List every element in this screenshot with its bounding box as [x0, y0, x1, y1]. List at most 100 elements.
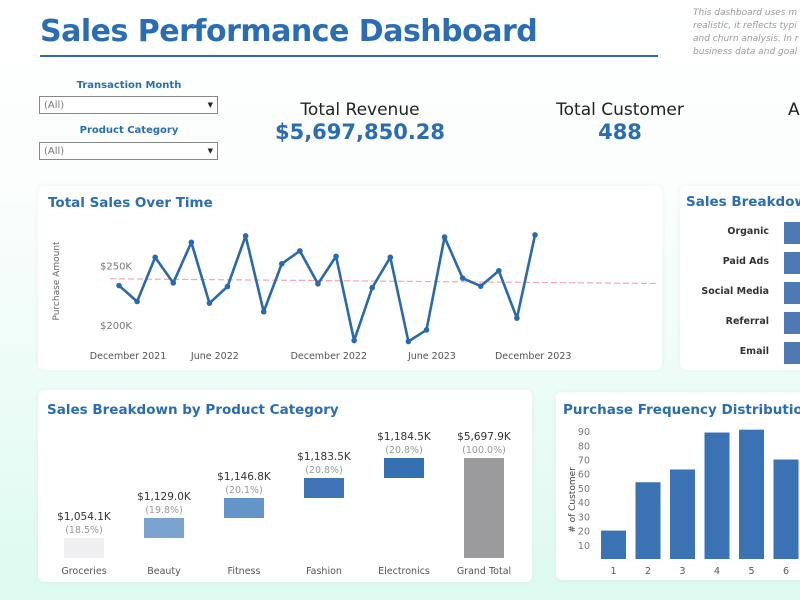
- y-tick-label: 10: [578, 541, 590, 552]
- select-value: (All): [44, 99, 65, 111]
- channel-label: Social Media: [701, 286, 769, 297]
- card-title: Sales Breakdown by Product Category: [47, 402, 339, 418]
- data-point: [496, 267, 502, 274]
- transaction-month-select[interactable]: (All) ▼: [39, 96, 218, 114]
- waterfall-bar: [304, 478, 344, 498]
- pct-label: (20.8%): [305, 465, 343, 476]
- kpi-label: Total Revenue: [300, 100, 420, 120]
- x-tick-label: 6: [783, 566, 789, 577]
- pct-label: (18.5%): [65, 525, 103, 536]
- trend-line: [109, 278, 659, 285]
- data-point: [315, 281, 321, 287]
- sales-series-line: [118, 234, 537, 343]
- x-tick-label: 2: [645, 566, 651, 577]
- channel-bar: [784, 252, 800, 274]
- pct-label: (100.0%): [462, 445, 506, 456]
- pct-label: (19.8%): [145, 505, 183, 516]
- data-point: [188, 239, 195, 246]
- y-axis-label: Purchase Amount: [52, 241, 62, 321]
- kpi-total-revenue: Total Revenue $5,697,850.28: [255, 100, 465, 144]
- data-point: [116, 282, 122, 289]
- frequency-bar: [704, 432, 730, 559]
- category-label: Grand Total: [457, 566, 511, 577]
- value-label: $5,697.9K: [457, 431, 512, 443]
- data-point: [278, 260, 285, 267]
- purchase-frequency-card: Purchase Frequency Distribution # of Cus…: [556, 392, 800, 580]
- channel-row: Email: [680, 342, 800, 364]
- channel-label: Referral: [725, 316, 769, 327]
- description-note: This dashboard uses m realistic, it refl…: [693, 7, 799, 59]
- category-label: Groceries: [61, 566, 106, 577]
- dropdown-arrow-icon: ▼: [207, 147, 213, 155]
- value-label: $1,146.8K: [217, 471, 272, 483]
- x-tick-label: 5: [748, 566, 754, 577]
- channel-row: Organic: [680, 222, 800, 244]
- pct-label: (20.8%): [385, 445, 423, 456]
- select-value: (All): [44, 145, 65, 157]
- transaction-month-label: Transaction Month: [76, 80, 182, 91]
- waterfall-bar: [64, 538, 104, 558]
- value-label: $1,184.5K: [377, 431, 432, 443]
- channel-bar: [784, 222, 800, 244]
- note-line: business data and goal: [693, 47, 798, 57]
- channel-label: Organic: [727, 226, 769, 237]
- card-title: Purchase Frequency Distribution: [563, 402, 800, 418]
- data-point: [206, 300, 213, 306]
- y-tick-label: 80: [578, 441, 590, 452]
- y-axis-label: # of Customer: [568, 467, 578, 533]
- y-tick-label: 70: [578, 456, 590, 467]
- dropdown-arrow-icon: ▼: [207, 101, 213, 109]
- y-tick-label: 60: [578, 470, 590, 481]
- y-tick-label: 90: [578, 427, 590, 438]
- x-tick-label: December 2022: [291, 351, 367, 362]
- y-tick-label: 50: [578, 484, 590, 495]
- data-point: [351, 337, 357, 344]
- category-label: Fitness: [228, 566, 261, 577]
- kpi-label: A: [788, 100, 800, 120]
- data-point: [333, 253, 339, 260]
- x-tick-label: June 2023: [407, 351, 456, 362]
- data-point: [532, 232, 538, 238]
- channel-bar: [784, 282, 800, 304]
- x-tick-label: December 2023: [495, 351, 571, 362]
- data-point: [441, 234, 448, 240]
- category-label: Electronics: [378, 566, 430, 577]
- note-line: realistic, it reflects typi: [693, 21, 797, 31]
- channel-row: Social Media: [680, 282, 800, 304]
- y-tick-label: 20: [578, 527, 590, 538]
- product-category-select[interactable]: (All) ▼: [39, 142, 218, 160]
- value-label: $1,054.1K: [57, 511, 112, 523]
- data-point: [423, 327, 430, 333]
- card-title: Total Sales Over Time: [48, 195, 213, 211]
- kpi-partial: A: [788, 100, 800, 120]
- waterfall-bar: [384, 458, 424, 478]
- y-tick-label: 30: [578, 512, 590, 523]
- value-label: $1,129.0K: [137, 491, 192, 503]
- x-tick-label: December 2021: [90, 351, 166, 362]
- pct-label: (20.1%): [225, 485, 263, 496]
- sales-over-time-card: Total Sales Over Time Purchase Amount $20…: [38, 186, 662, 370]
- data-point: [260, 308, 267, 315]
- data-point: [514, 315, 520, 321]
- frequency-bar: [739, 429, 764, 559]
- data-point: [405, 338, 412, 345]
- data-point: [242, 233, 249, 239]
- product-category-card: Sales Breakdown by Product Category $1,0…: [38, 390, 532, 582]
- page-title: Sales Performance Dashboard: [40, 14, 538, 49]
- data-point: [369, 284, 376, 291]
- channel-label: Email: [739, 346, 769, 357]
- data-point: [152, 254, 158, 261]
- frequency-bar: [635, 482, 661, 559]
- data-point: [477, 283, 484, 289]
- channel-bar: [784, 342, 800, 364]
- frequency-bar: [670, 469, 695, 559]
- card-title: Sales Breakdown: [686, 194, 800, 210]
- data-point: [387, 254, 394, 261]
- note-line: and churn analysis. In r: [693, 34, 799, 44]
- channel-bar: [784, 312, 800, 334]
- waterfall-bar: [224, 498, 264, 518]
- channel-label: Paid Ads: [722, 256, 769, 267]
- x-tick-label: 4: [714, 566, 720, 577]
- kpi-value: $5,697,850.28: [274, 120, 446, 144]
- kpi-label: Total Customer: [556, 100, 684, 120]
